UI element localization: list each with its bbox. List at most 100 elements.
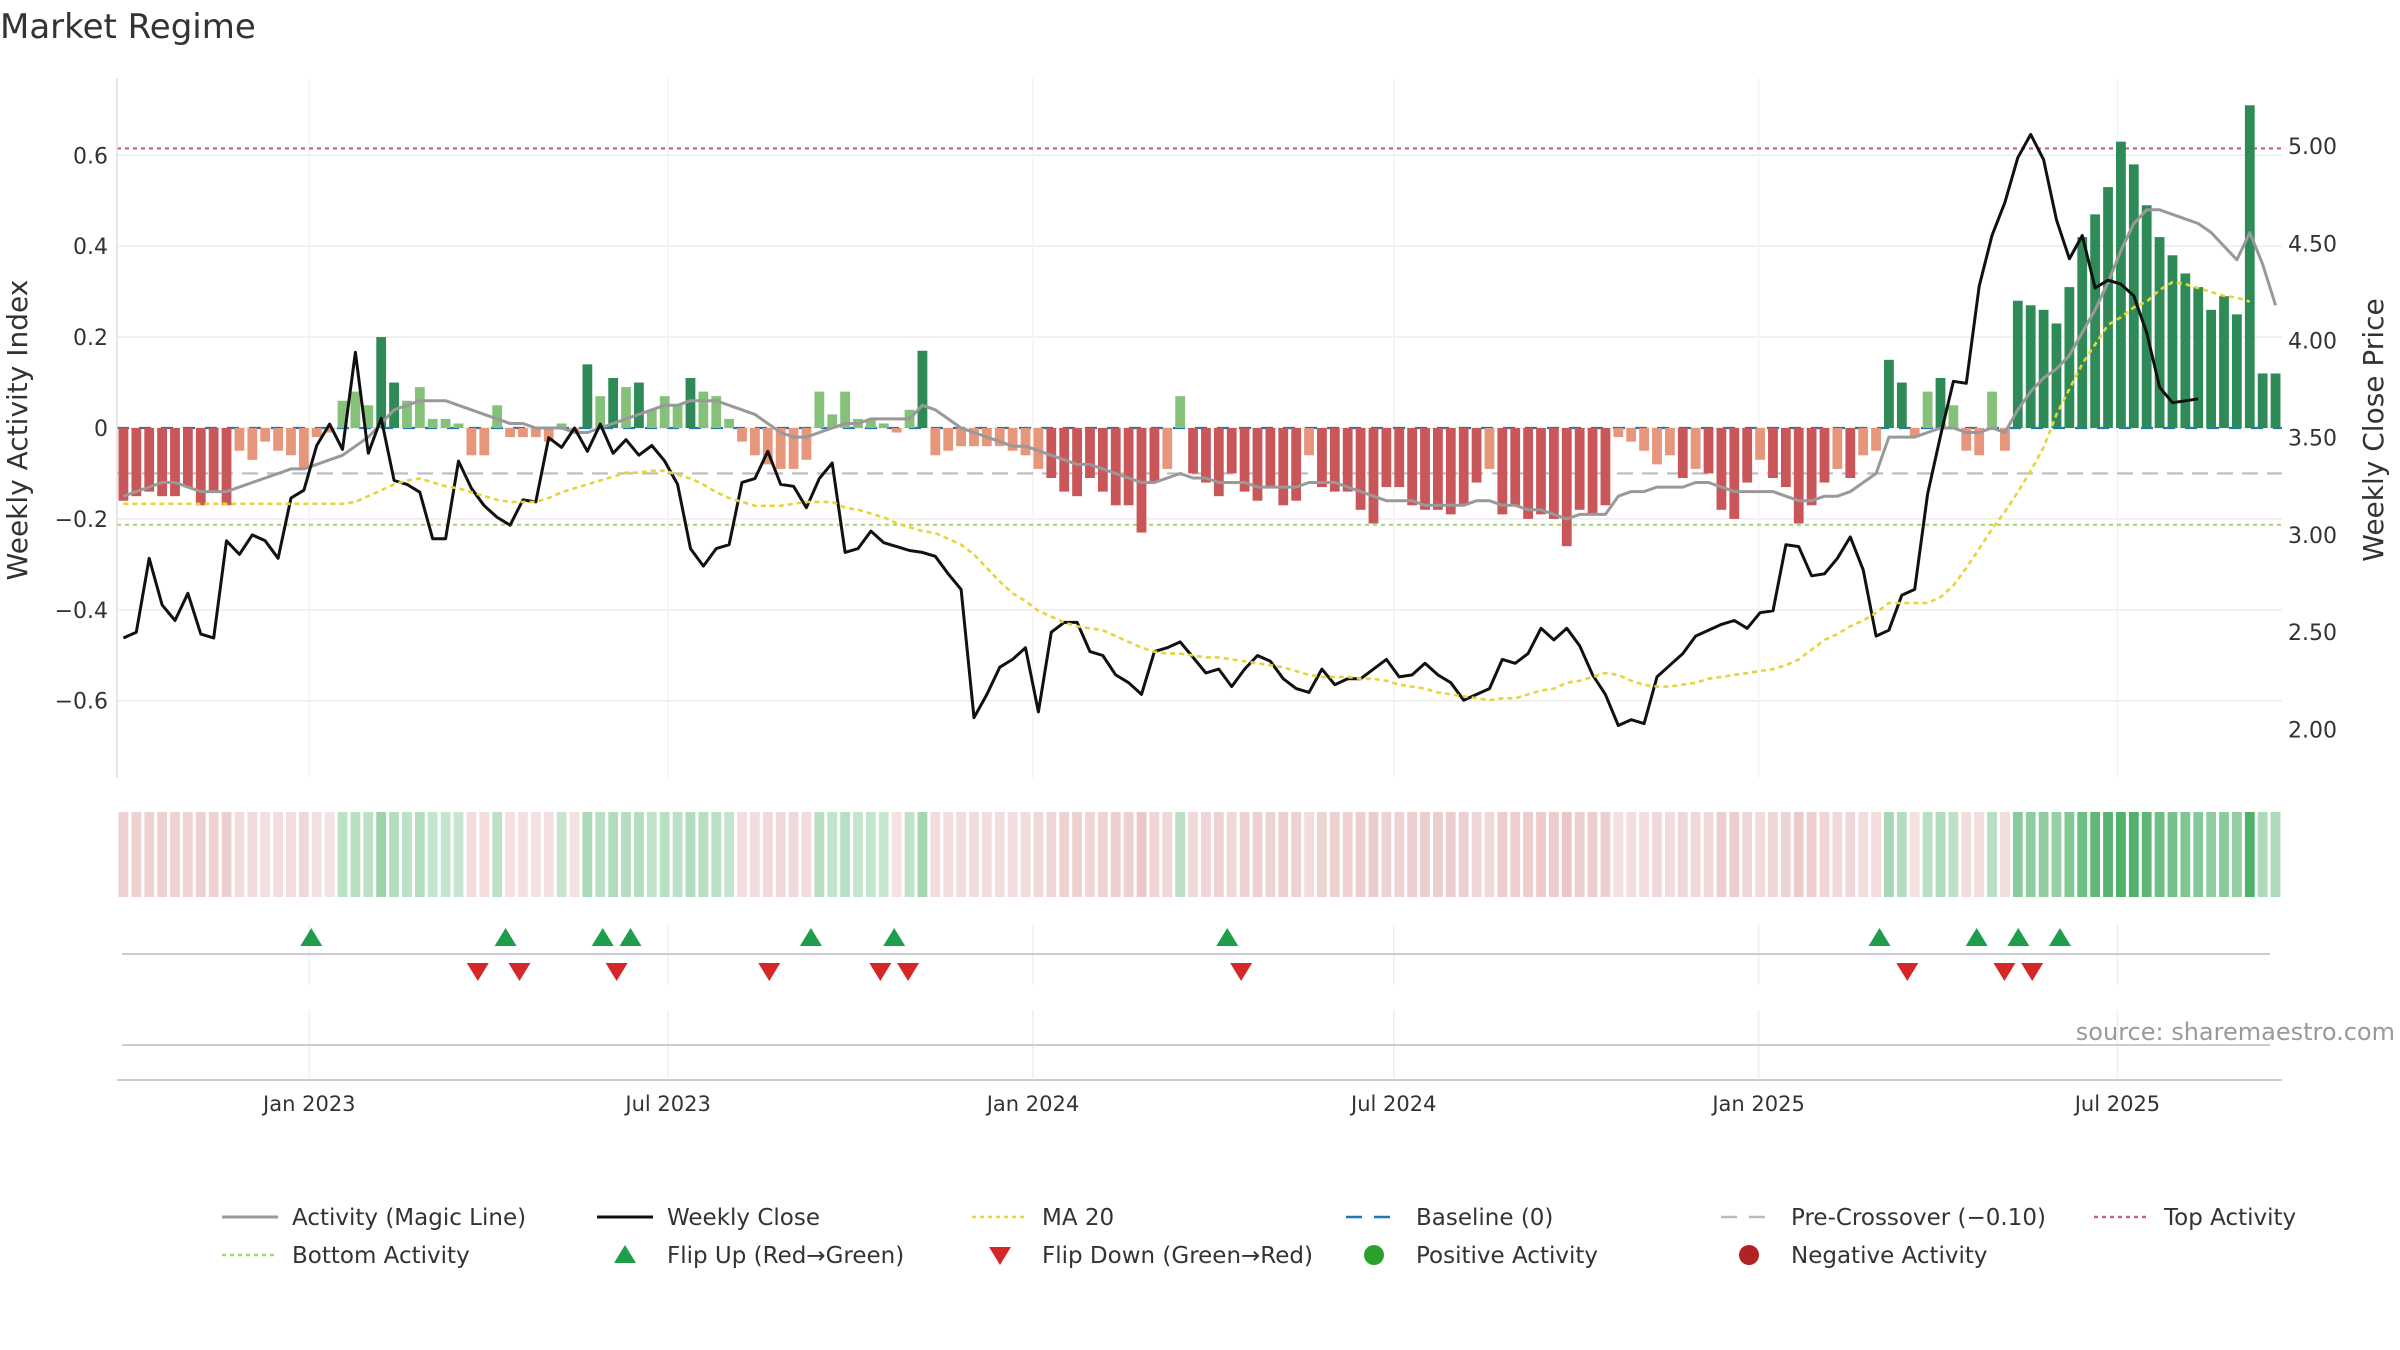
y-right-tick-label: 2.00 bbox=[2288, 718, 2337, 743]
activity-bar bbox=[286, 428, 296, 456]
regime-strip-cell bbox=[1626, 812, 1637, 897]
activity-bar bbox=[363, 405, 374, 428]
regime-strip-cell bbox=[2180, 812, 2191, 897]
regime-strip-cell bbox=[2193, 812, 2204, 897]
activity-bar bbox=[1445, 428, 1456, 515]
regime-strip-cell bbox=[389, 812, 399, 897]
activity-bar bbox=[698, 391, 709, 428]
activity-bar bbox=[1123, 428, 1134, 506]
activity-bar bbox=[672, 405, 683, 428]
regime-strip-cell bbox=[324, 812, 335, 897]
activity-bar bbox=[1832, 428, 1843, 469]
activity-bar bbox=[2270, 373, 2281, 428]
activity-bar bbox=[1149, 428, 1160, 483]
activity-bar bbox=[750, 428, 760, 456]
regime-strip-cell bbox=[1317, 812, 1327, 897]
axis-ticks: 0.6 0.4 0.2 0 −0.2 −0.4 −0.6 5.00 4.50 4.00 3.50 3.… bbox=[55, 78, 2337, 1116]
regime-strip-cell bbox=[1304, 812, 1314, 897]
legend-item: Flip Up (Red→Green) bbox=[614, 1243, 904, 1269]
activity-bar bbox=[2064, 287, 2075, 428]
activity-bar bbox=[466, 428, 477, 456]
regime-strip-cell bbox=[286, 812, 296, 897]
activity-bar bbox=[2012, 300, 2023, 428]
regime-strip-cell bbox=[659, 812, 670, 897]
x-tick-label: Jan 2025 bbox=[1710, 1092, 1805, 1116]
legend-label: Flip Up (Red→Green) bbox=[667, 1243, 904, 1269]
activity-bar bbox=[1162, 428, 1173, 469]
regime-strip-cell bbox=[273, 812, 283, 897]
activity-bar bbox=[1974, 428, 1985, 456]
activity-bar bbox=[2193, 287, 2204, 428]
regime-strip-cell bbox=[1819, 812, 1830, 897]
activity-bar bbox=[453, 423, 464, 428]
activity-bar bbox=[1510, 428, 1521, 506]
regime-strip-cell bbox=[543, 812, 554, 897]
regime-strip-cell bbox=[2103, 812, 2113, 897]
activity-bar bbox=[2180, 273, 2191, 428]
regime-strip-cell bbox=[904, 812, 915, 897]
regime-strip-cell bbox=[131, 812, 142, 897]
legend-label: MA 20 bbox=[1042, 1205, 1114, 1231]
activity-bar bbox=[1175, 396, 1186, 428]
activity-bars bbox=[118, 105, 2281, 547]
activity-bar bbox=[1896, 382, 1907, 428]
regime-strip-cell bbox=[1935, 812, 1946, 897]
activity-bar bbox=[737, 428, 747, 442]
activity-bar bbox=[1768, 428, 1778, 478]
y-right-tick-label: 4.50 bbox=[2288, 232, 2337, 257]
regime-strip-cell bbox=[1085, 812, 1095, 897]
regime-strip-cell bbox=[260, 812, 271, 897]
chart-title: Market Regime bbox=[0, 7, 256, 47]
regime-strip-cell bbox=[724, 812, 735, 897]
regime-strip-cell bbox=[1652, 812, 1662, 897]
flip-down-marker bbox=[605, 963, 628, 981]
regime-strip-cell bbox=[1278, 812, 1289, 897]
regime-strip-cell bbox=[1600, 812, 1611, 897]
regime-strip-cell bbox=[1136, 812, 1147, 897]
regime-strip-cell bbox=[2012, 812, 2023, 897]
regime-strip-cell bbox=[1072, 812, 1082, 897]
activity-bar bbox=[1265, 428, 1276, 488]
activity-bar bbox=[1291, 428, 1302, 501]
y-right-tick-label: 3.50 bbox=[2288, 427, 2337, 452]
regime-strip-cell bbox=[402, 812, 412, 897]
flip-down-marker bbox=[1230, 963, 1253, 981]
y-left-tick-label: −0.6 bbox=[55, 690, 108, 715]
legend-label: Negative Activity bbox=[1791, 1243, 1988, 1269]
regime-strip-cell bbox=[479, 812, 490, 897]
regime-strip-cell bbox=[1561, 812, 1572, 897]
activity-bar bbox=[956, 428, 966, 447]
activity-bar bbox=[1458, 428, 1469, 506]
activity-bar bbox=[1561, 428, 1572, 547]
regime-strip-cell bbox=[2167, 812, 2178, 897]
activity-bar bbox=[556, 423, 567, 428]
activity-bar bbox=[1097, 428, 1108, 492]
activity-bar bbox=[1420, 428, 1430, 510]
activity-bar bbox=[427, 418, 438, 428]
activity-bar bbox=[1677, 428, 1688, 478]
regime-strip-cell bbox=[1123, 812, 1134, 897]
regime-strip-cell bbox=[672, 812, 683, 897]
regime-strip-cell bbox=[1703, 812, 1714, 897]
flip-up-marker bbox=[1868, 928, 1891, 946]
activity-bar bbox=[1729, 428, 1740, 519]
activity-bar bbox=[1252, 428, 1263, 501]
regime-strip-cell bbox=[853, 812, 863, 897]
activity-bar bbox=[1317, 428, 1327, 488]
regime-strip-cell bbox=[865, 812, 876, 897]
activity-bar bbox=[1639, 428, 1649, 451]
activity-bar bbox=[646, 409, 657, 428]
regime-strip-cell bbox=[1329, 812, 1340, 897]
activity-bar bbox=[1806, 428, 1817, 506]
activity-bar bbox=[2051, 323, 2062, 428]
activity-bar bbox=[595, 396, 606, 428]
regime-strip-cell bbox=[956, 812, 966, 897]
regime-strip-cell bbox=[1664, 812, 1675, 897]
activity-bar bbox=[1085, 428, 1095, 478]
activity-bar bbox=[1213, 428, 1224, 497]
regime-strip-cell bbox=[440, 812, 451, 897]
activity-bar bbox=[2206, 309, 2217, 428]
activity-bar bbox=[2167, 255, 2178, 428]
activity-bar bbox=[543, 428, 554, 442]
activity-bar bbox=[414, 387, 425, 428]
